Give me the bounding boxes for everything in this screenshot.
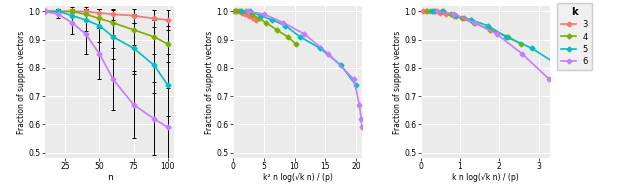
- X-axis label: n: n: [107, 173, 113, 182]
- Y-axis label: Fraction of support vectors: Fraction of support vectors: [205, 30, 214, 134]
- Legend: 3, 4, 5, 6: 3, 4, 5, 6: [557, 3, 592, 70]
- X-axis label: k n log(√k n) / (p): k n log(√k n) / (p): [452, 173, 519, 182]
- X-axis label: k² n log(√k n) / (p): k² n log(√k n) / (p): [262, 173, 333, 182]
- Y-axis label: Fraction of support vectors: Fraction of support vectors: [393, 30, 402, 134]
- Y-axis label: Fraction of support vectors: Fraction of support vectors: [17, 30, 26, 134]
